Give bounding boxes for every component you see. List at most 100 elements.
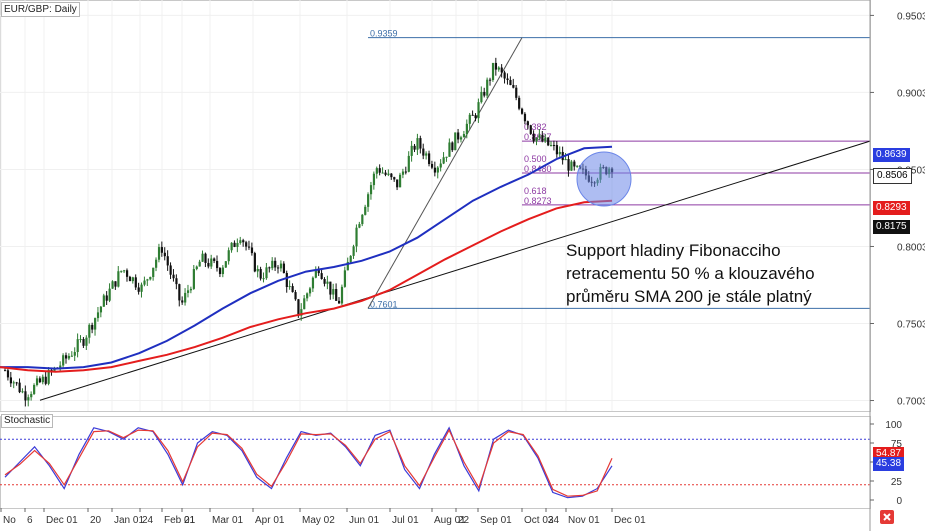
candle-body xyxy=(544,137,547,142)
candle-body xyxy=(323,279,326,284)
close-icon[interactable] xyxy=(880,510,914,524)
candle-body xyxy=(181,300,184,303)
sma-100-line xyxy=(0,145,613,370)
candle-body xyxy=(102,295,105,307)
candle-body xyxy=(216,260,219,269)
sma-200-line xyxy=(0,199,613,373)
candle-body xyxy=(155,259,158,268)
candle-body xyxy=(404,171,407,173)
candle-body xyxy=(291,286,294,293)
x-tick-label-10: May 02 xyxy=(302,515,335,526)
candle-body xyxy=(398,174,402,188)
x-tick-label-6: Feb 01 xyxy=(164,515,196,526)
candle-body xyxy=(454,132,457,151)
price-badge-sma200: 0.8293 xyxy=(873,201,910,215)
candle-body xyxy=(70,355,73,357)
candle-body xyxy=(160,247,164,253)
x-tick-label-2: Dec 01 xyxy=(46,515,78,526)
candle-body xyxy=(175,278,178,285)
stoch-k-line xyxy=(4,426,613,499)
candle-body xyxy=(512,84,515,88)
candle-body xyxy=(396,179,399,188)
candle-body xyxy=(558,151,561,155)
candle-body xyxy=(297,299,300,316)
candle-body xyxy=(15,382,18,384)
candle-body xyxy=(329,281,332,295)
candle-body xyxy=(125,270,129,277)
candle-body xyxy=(308,288,312,294)
candle-body xyxy=(442,157,445,164)
candle-body xyxy=(73,352,76,356)
candle-body xyxy=(480,91,483,103)
candle-body xyxy=(99,306,103,313)
price-tick-label-1: 0.9003 xyxy=(897,88,925,99)
price-badge-last: 0.8506 xyxy=(873,168,912,184)
annotation-line-1: Support hladiny Fibonacciho xyxy=(566,241,781,260)
candle-body xyxy=(218,268,222,275)
stochastic-panel-border xyxy=(0,416,871,509)
candle-body xyxy=(224,261,227,268)
candle-body xyxy=(576,165,579,167)
price-badge-trendline: 0.8175 xyxy=(873,220,910,234)
x-tick-label-17: 24 xyxy=(548,515,560,526)
candle-body xyxy=(518,97,521,109)
stoch-tick-label-0: 100 xyxy=(885,420,902,431)
candle-body xyxy=(201,253,204,262)
x-tick-label-9: Apr 01 xyxy=(255,515,285,526)
candle-body xyxy=(494,62,498,70)
candle-body xyxy=(268,267,271,269)
candle-body xyxy=(210,258,213,267)
candle-body xyxy=(381,172,384,174)
candle-body xyxy=(172,274,175,279)
candle-body xyxy=(422,148,425,156)
candle-body xyxy=(552,145,556,147)
candle-body xyxy=(67,355,71,359)
x-tick-label-19: Dec 01 xyxy=(614,515,646,526)
candle-body xyxy=(573,161,576,167)
candle-body xyxy=(515,87,518,98)
candle-body xyxy=(233,242,236,247)
candle-body xyxy=(349,255,352,262)
candle-body xyxy=(35,378,39,385)
candle-body xyxy=(192,269,195,289)
candle-body xyxy=(451,142,454,151)
highlight-circle xyxy=(576,151,632,207)
candle-body xyxy=(134,277,137,288)
candle-body xyxy=(59,365,62,368)
stoch-tick-label-1: 75 xyxy=(891,439,903,450)
candle-body xyxy=(337,300,341,304)
candle-body xyxy=(117,271,120,287)
candle-body xyxy=(262,278,265,280)
candle-body xyxy=(471,114,474,116)
candle-body xyxy=(279,263,283,269)
candle-body xyxy=(24,391,27,401)
candle-body xyxy=(94,318,97,330)
candle-body xyxy=(288,286,291,288)
candle-body xyxy=(105,295,108,301)
candle-body xyxy=(4,370,7,372)
candle-body xyxy=(477,102,480,119)
stoch-badge-k: 45.38 xyxy=(873,457,905,471)
candle-body xyxy=(256,268,259,272)
candle-body xyxy=(570,161,573,171)
candle-body xyxy=(146,279,149,281)
candle-body xyxy=(149,277,152,280)
candle-body xyxy=(387,173,390,175)
x-tick-label-7: 21 xyxy=(184,515,196,526)
candle-body xyxy=(474,115,477,119)
candle-body xyxy=(247,246,251,248)
fib-ratio-label-1: 0.382 xyxy=(524,122,547,132)
candle-body xyxy=(567,159,570,171)
candle-body xyxy=(491,62,495,80)
candle-body xyxy=(253,253,256,272)
candle-body xyxy=(413,145,416,150)
candle-body xyxy=(230,242,233,251)
x-tick-label-8: Mar 01 xyxy=(212,515,244,526)
fib-price-label-0: 0.9359 xyxy=(370,29,398,39)
x-tick-label-15: Sep 01 xyxy=(480,515,512,526)
candle-body xyxy=(131,277,134,282)
candle-body xyxy=(143,280,146,285)
